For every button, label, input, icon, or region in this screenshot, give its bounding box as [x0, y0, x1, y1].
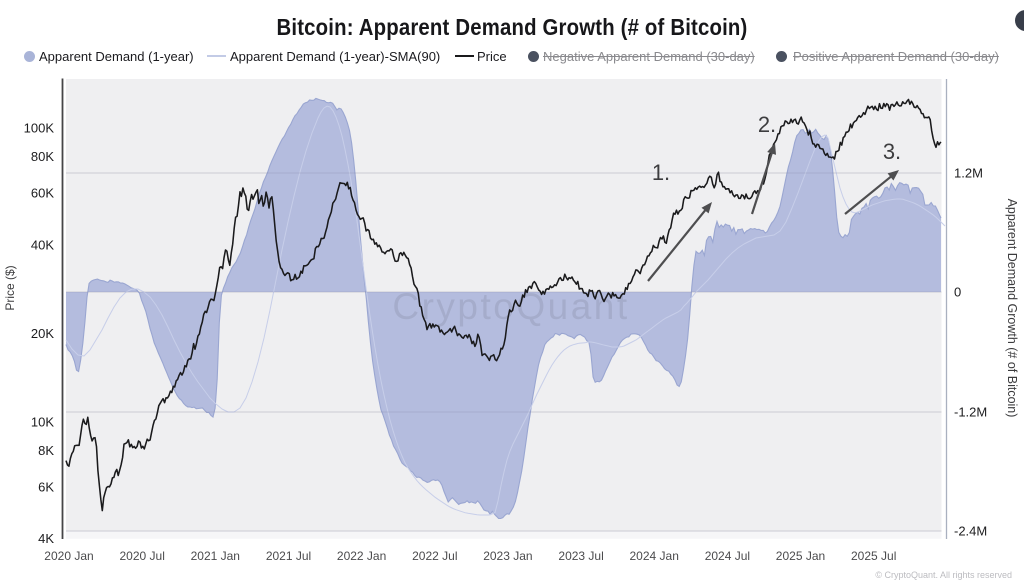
- svg-text:2025 Jan: 2025 Jan: [776, 549, 825, 563]
- svg-text:2020 Jul: 2020 Jul: [120, 549, 165, 563]
- svg-text:2021 Jul: 2021 Jul: [266, 549, 311, 563]
- svg-text:Apparent Demand Growth (# of B: Apparent Demand Growth (# of Bitcoin): [1005, 199, 1019, 418]
- svg-text:100K: 100K: [24, 121, 55, 136]
- svg-text:0: 0: [954, 285, 961, 300]
- svg-text:CryptoQuant: CryptoQuant: [392, 286, 629, 327]
- svg-text:2022 Jul: 2022 Jul: [412, 549, 457, 563]
- svg-text:2023 Jul: 2023 Jul: [558, 549, 603, 563]
- svg-text:-2.4M: -2.4M: [954, 524, 987, 539]
- svg-text:2025 Jul: 2025 Jul: [851, 549, 896, 563]
- svg-text:2021 Jan: 2021 Jan: [191, 549, 240, 563]
- svg-text:60K: 60K: [31, 186, 54, 201]
- svg-text:2024 Jul: 2024 Jul: [705, 549, 750, 563]
- svg-text:2024 Jan: 2024 Jan: [630, 549, 679, 563]
- svg-text:20K: 20K: [31, 326, 54, 341]
- svg-text:6K: 6K: [38, 480, 54, 495]
- svg-text:Price ($): Price ($): [3, 265, 17, 310]
- svg-text:4K: 4K: [38, 531, 54, 546]
- svg-text:3.: 3.: [883, 139, 901, 164]
- svg-text:40K: 40K: [31, 237, 54, 252]
- svg-text:2023 Jan: 2023 Jan: [483, 549, 532, 563]
- svg-text:-1.2M: -1.2M: [954, 405, 987, 420]
- svg-text:1.: 1.: [652, 160, 670, 185]
- svg-text:80K: 80K: [31, 149, 54, 164]
- svg-text:8K: 8K: [38, 443, 54, 458]
- svg-text:2.: 2.: [758, 112, 776, 137]
- svg-text:10K: 10K: [31, 414, 54, 429]
- svg-text:1.2M: 1.2M: [954, 166, 983, 181]
- svg-text:© CryptoQuant. All rights rese: © CryptoQuant. All rights reserved: [875, 570, 1012, 580]
- svg-text:2020 Jan: 2020 Jan: [44, 549, 93, 563]
- svg-text:2022 Jan: 2022 Jan: [337, 549, 386, 563]
